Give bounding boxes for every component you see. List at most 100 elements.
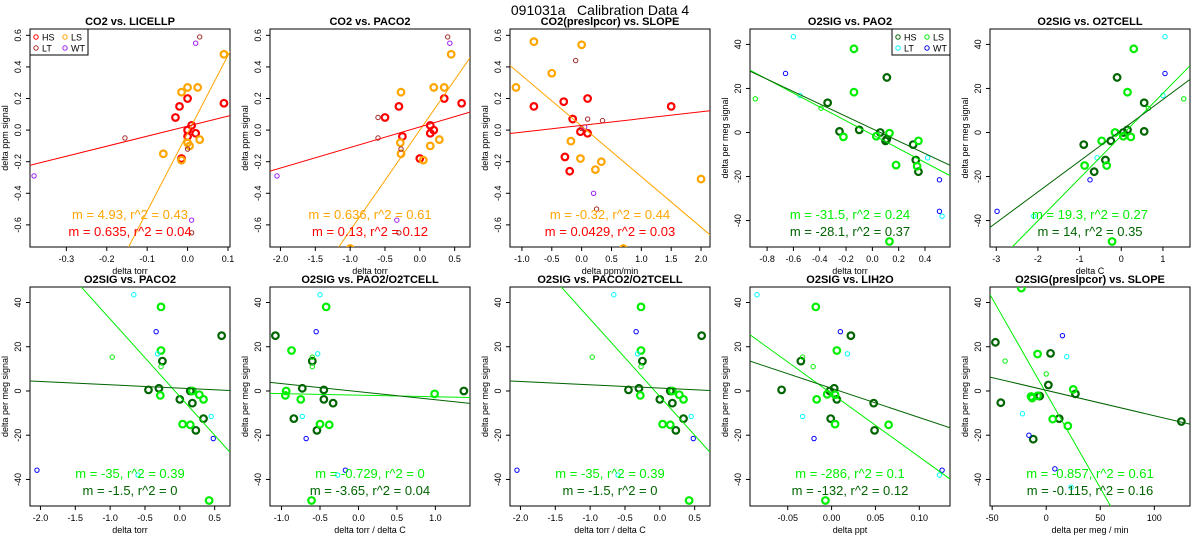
y-tick-label: 0.0 [13, 124, 23, 137]
data-point-hs [144, 385, 153, 395]
data-point-wt [153, 328, 159, 335]
data-point-ls [821, 496, 830, 505]
data-point-lt [924, 155, 931, 161]
data-point-lt [375, 135, 381, 141]
x-tick-label: 0.00 [823, 513, 841, 523]
legend-marker [33, 45, 39, 51]
y-tick-label: -40 [973, 473, 983, 486]
data-point-wt [782, 70, 789, 77]
data-point-lt [634, 351, 641, 357]
data-point-lt [135, 472, 141, 478]
data-point-hs [175, 102, 184, 111]
data-point-lt [375, 114, 381, 121]
x-tick-label: 50 [1095, 513, 1105, 523]
scatter-panel-9: O2SIG vs. LIH2O -0.05 0.00 0.05 0.10 delta pp… [720, 274, 951, 535]
data-point-ls [395, 138, 405, 148]
data-point-lt [593, 206, 600, 212]
y-tick-label: 20 [493, 342, 503, 352]
fit-line [990, 294, 1112, 506]
x-tick-label: 1.5 [665, 254, 678, 264]
x-tick-label: -1.0 [274, 513, 290, 523]
data-point-ls [187, 386, 197, 396]
data-point-wt [936, 177, 943, 183]
data-point-wt [1087, 177, 1093, 183]
figure-title: 091031a Calibration Data 4 [510, 2, 690, 18]
fit-annotation: m = -286, r^2 = 0.1 [795, 466, 904, 481]
data-point-ls [281, 386, 291, 396]
data-point-hs [219, 98, 229, 108]
data-point-ls-small [589, 354, 595, 360]
data-point-ls [830, 390, 840, 400]
data-point-lt [396, 230, 402, 236]
fit-line [1011, 65, 1190, 247]
data-point-ls [1016, 287, 1026, 293]
data-point-lt [188, 230, 195, 236]
plot-frame [29, 286, 231, 507]
panel-title: O2SIG vs. PAO2/O2TCELL [301, 274, 439, 286]
fit-annotation: m = 0.636, r^2 = 0.61 [308, 207, 431, 222]
plot-area [30, 287, 230, 505]
data-point-wt [342, 467, 349, 473]
data-point-hs [583, 128, 593, 138]
y-tick-label: -40 [493, 473, 503, 486]
fit-annotation: m = -0.32, r^2 = 0.44 [550, 207, 670, 222]
plot-frame [269, 28, 471, 248]
x-tick-label: 0.1 [222, 254, 235, 264]
data-point-lt [314, 351, 321, 357]
data-point-hs [380, 113, 390, 122]
x-tick-label: -0.5 [617, 513, 633, 523]
plot-frame [509, 28, 711, 248]
x-tick-label: 0.05 [867, 513, 885, 523]
x-tick-label: 100 [1147, 513, 1162, 523]
x-axis-label: delta torr [112, 525, 148, 535]
data-point-wt [939, 467, 945, 473]
x-tick-label: 2.0 [695, 254, 708, 264]
x-tick-label: -1.0 [514, 254, 530, 264]
legend-marker [924, 34, 930, 40]
legend-box [29, 28, 89, 56]
data-point-wt [447, 40, 453, 46]
y-tick-label: 20 [733, 342, 743, 352]
plot-area [270, 34, 470, 247]
y-tick-label: 0 [733, 388, 743, 393]
scatter-panel-10: O2SIG(preslpcor) vs. SLOPE -50 0 50 100 delta… [960, 274, 1191, 535]
fit-line [750, 69, 950, 177]
y-tick-label: -0.6 [253, 217, 263, 233]
data-point-ls [658, 419, 668, 429]
data-point-lt [445, 34, 451, 40]
data-point-ls [418, 155, 428, 165]
data-point-lt [599, 117, 606, 124]
data-point-lt [317, 292, 323, 298]
data-point-hs [671, 425, 681, 435]
data-point-lt [299, 413, 306, 420]
data-point-ls [396, 87, 406, 97]
data-point-ls [684, 496, 694, 505]
y-tick-label: 0.2 [493, 92, 503, 105]
data-point-hs [777, 385, 786, 395]
data-point-hs [187, 398, 197, 408]
data-point-ls [576, 154, 585, 163]
data-point-ls [849, 87, 859, 97]
fit-line [270, 111, 470, 172]
panel-title: O2SIG vs. PAO2 [808, 16, 892, 28]
data-point-hs [1139, 98, 1149, 108]
data-point-hs [154, 383, 164, 393]
data-point-hs [1139, 126, 1149, 136]
data-point-hs [568, 114, 578, 124]
legend-label: HS [42, 33, 55, 43]
data-point-lt [398, 146, 404, 152]
scatter-panel-6: O2SIG vs. PACO2 -2.0 -1.5 -1.0 -0.5 0.0 0.5 del… [0, 274, 231, 535]
data-point-ls [635, 390, 645, 400]
y-tick-label: -40 [253, 473, 263, 486]
x-tick-label: -1.5 [68, 513, 84, 523]
x-tick-label: -0.5 [544, 254, 560, 264]
fit-annotation: m = -0.115, r^2 = 0.16 [1027, 483, 1154, 498]
fit-annotation: m = -132, r^2 = 0.12 [792, 483, 909, 498]
x-tick-label: 0.0 [414, 254, 427, 264]
data-point-hs [846, 331, 856, 341]
data-point-ls [219, 49, 229, 59]
data-point-hs [270, 331, 280, 341]
x-tick-label: 0.5 [448, 254, 461, 264]
x-tick-label: 0.0 [866, 254, 879, 264]
data-point-lt [584, 116, 591, 122]
